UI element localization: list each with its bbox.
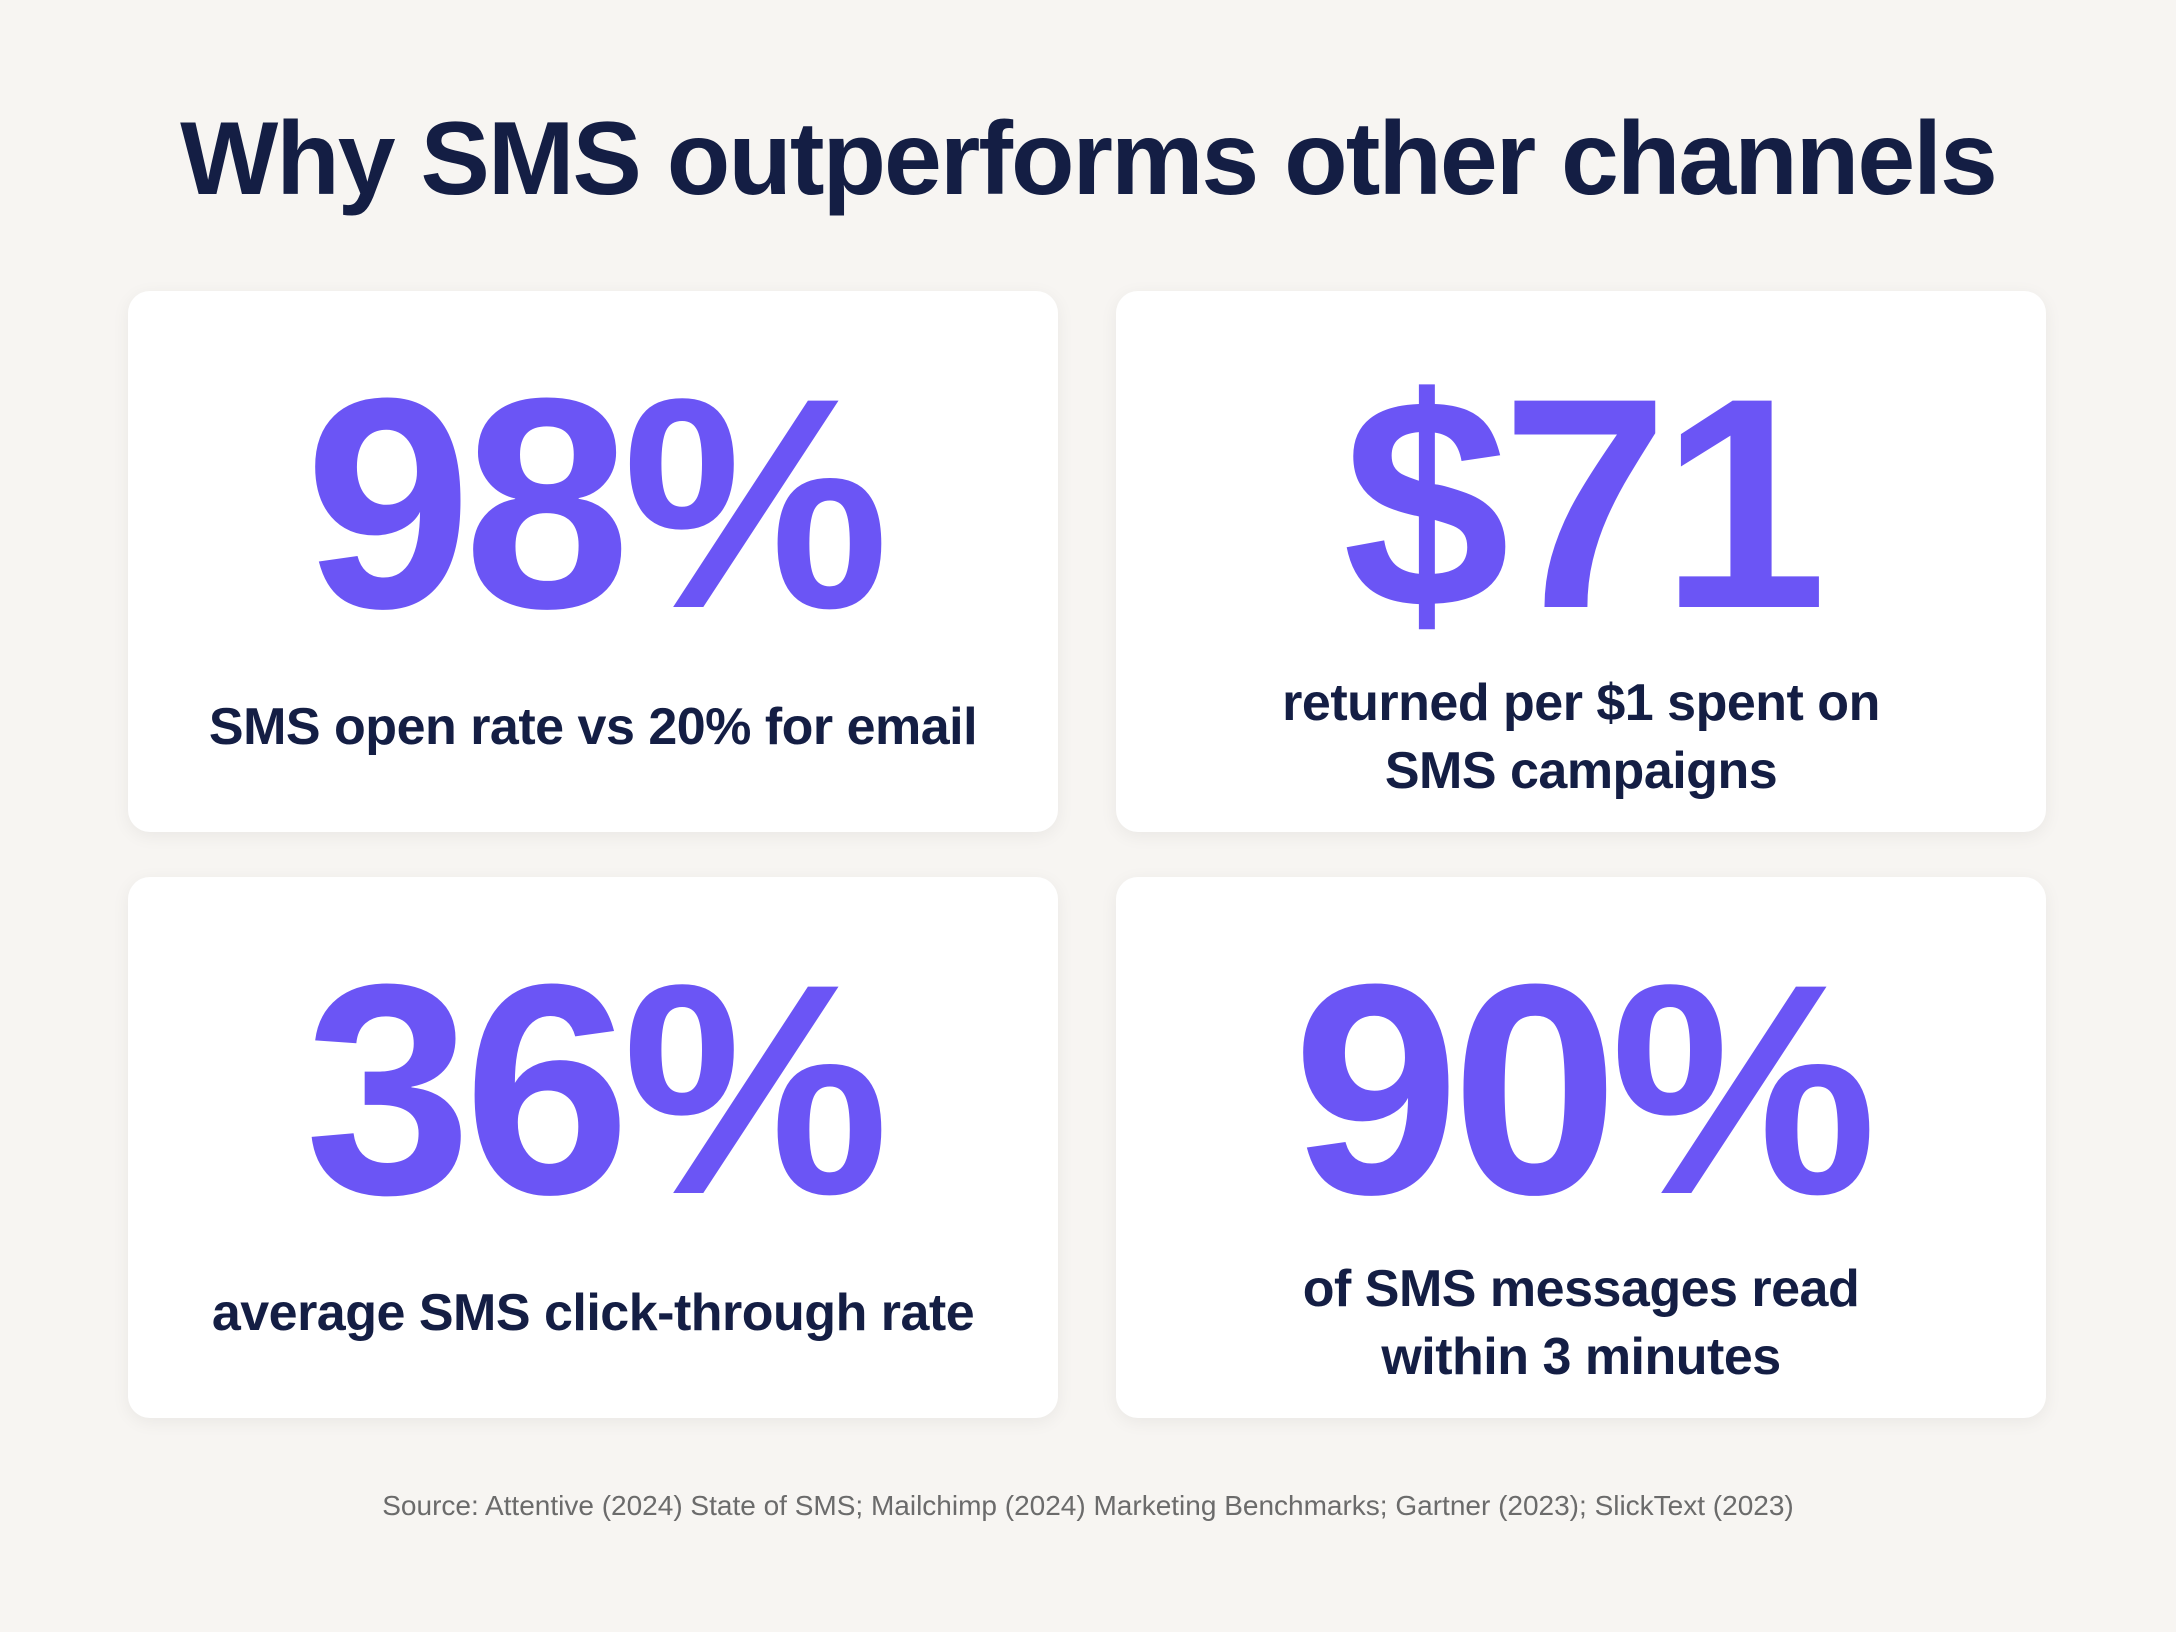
caption-line: SMS campaigns [1384,742,1778,800]
title: Why SMS outperforms other channels [180,101,1998,217]
stat-caption: SMS open rate vs 20% for email [208,693,978,761]
stat-value: 36% [304,921,889,1257]
stat-card: 36% average SMS click-through rate [128,877,1058,1418]
stat-card: 98% SMS open rate vs 20% for email [128,291,1058,832]
stat-caption: returned per $1 spent on SMS campaigns [1282,669,1880,805]
stat-caption: average SMS click-through rate [211,1279,975,1347]
stat-card: $71 returned per $1 spent on SMS campaigns [1116,291,2046,832]
caption-line: SMS open rate vs 20% for email [208,698,978,756]
caption-line: average SMS click-through rate [211,1284,975,1342]
stat-value: 98% [304,335,889,671]
caption-line: returned per $1 spent on [1282,674,1880,732]
caption-line: of SMS messages read [1302,1260,1860,1318]
stat-card: 90% of SMS messages read within 3 minutes [1116,877,2046,1418]
stat-caption: of SMS messages read within 3 minutes [1302,1255,1860,1391]
stat-value: $71 [1342,335,1828,671]
stat-value: 90% [1292,921,1877,1257]
source-note: Source: Attentive (2024) State of SMS; M… [382,1490,1794,1521]
caption-line: within 3 minutes [1381,1328,1781,1386]
